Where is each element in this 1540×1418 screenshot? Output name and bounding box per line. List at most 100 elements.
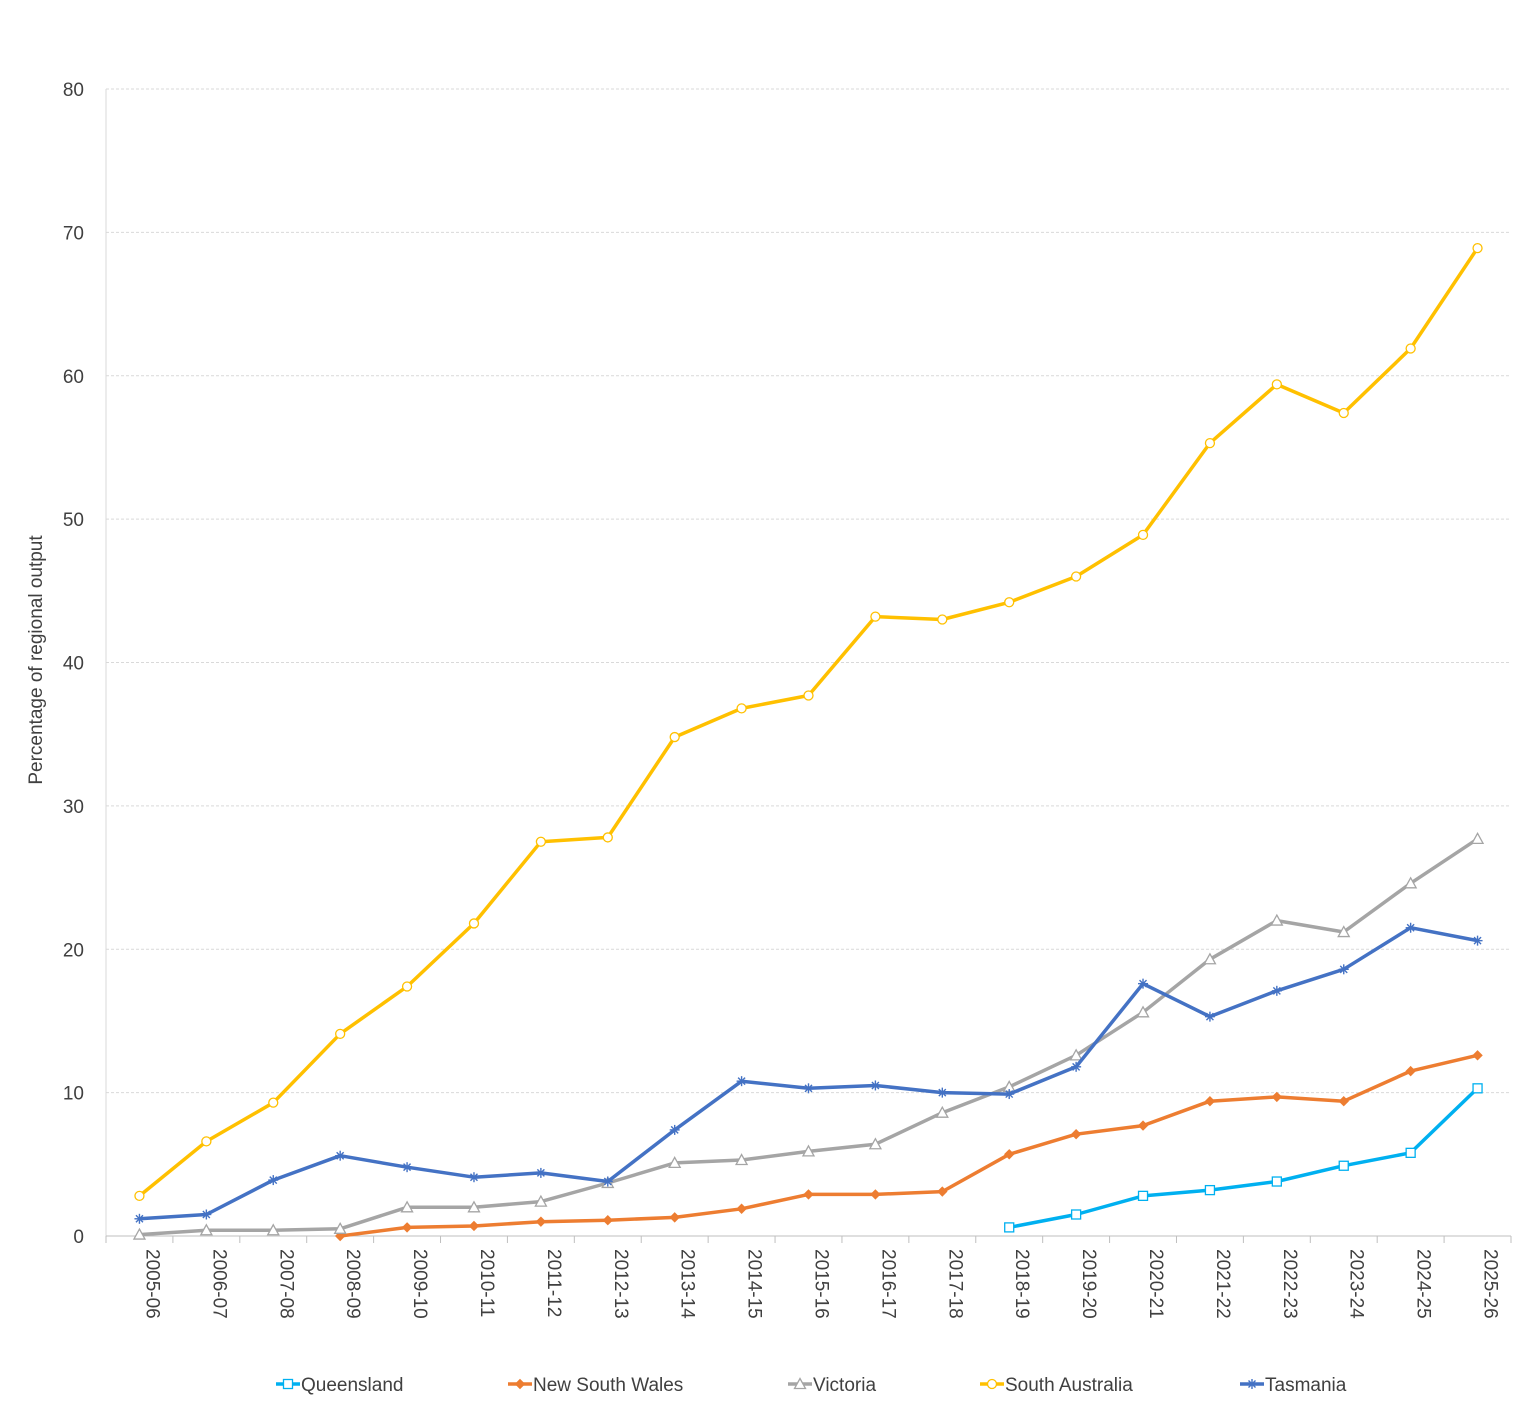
series-victoria (132, 832, 1485, 1240)
y-tick-label: 10 (63, 1084, 84, 1105)
data-point-marker (335, 1150, 346, 1161)
axes (105, 89, 1512, 1243)
series-line (137, 925, 1480, 1221)
data-point-marker (870, 1080, 881, 1091)
data-point-marker (1070, 1128, 1082, 1140)
data-point-marker (602, 832, 613, 843)
y-tick-label: 50 (63, 510, 84, 531)
data-point-marker (134, 1190, 145, 1202)
x-tick-label: 2010-11 (476, 1249, 497, 1317)
data-point-marker (1338, 1096, 1349, 1107)
data-point-marker (1071, 1061, 1082, 1072)
data-point-marker (1136, 1005, 1150, 1018)
data-point-marker (1470, 832, 1485, 845)
data-point-marker (602, 1215, 613, 1226)
data-point-marker (801, 1144, 816, 1157)
series-queensland (1004, 1083, 1483, 1233)
data-point-marker (534, 1194, 548, 1207)
legend-label: Tasmania (1265, 1375, 1347, 1396)
data-point-marker (1137, 1190, 1149, 1202)
series-line (1007, 1086, 1480, 1230)
data-point-marker (793, 1377, 807, 1390)
legend-item: South Australia (980, 1375, 1133, 1396)
data-point-marker (1070, 1209, 1082, 1220)
data-point-marker (1472, 242, 1483, 254)
data-point-marker (468, 918, 480, 929)
x-tick-labels: 2005-06 2006-07 2007-08 2008-09 2009-10 2010-… (141, 1249, 1500, 1319)
x-tick-label: 2007-08 (275, 1249, 296, 1319)
legend-item: New South Wales (508, 1375, 683, 1396)
data-point-marker (467, 1200, 481, 1213)
x-tick-label: 2025-26 (1480, 1249, 1501, 1319)
x-tick-label: 2021-22 (1212, 1249, 1233, 1319)
data-point-marker (1405, 1147, 1416, 1158)
data-point-marker (1070, 571, 1082, 582)
y-tick-label: 60 (63, 367, 84, 388)
legend: Queensland New South Wales Victoria South A… (276, 1375, 1347, 1396)
data-point-marker (1004, 597, 1015, 608)
data-point-marker (535, 1167, 546, 1178)
x-tick-label: 2015-16 (811, 1249, 832, 1319)
data-point-marker (736, 703, 747, 714)
data-point-marker (669, 1124, 680, 1135)
data-point-marker (1138, 978, 1149, 989)
series-tasmania (134, 922, 1483, 1224)
data-point-marker (1405, 1065, 1416, 1077)
y-tick-label: 30 (63, 797, 84, 818)
data-point-marker (282, 1378, 294, 1390)
data-point-marker (1472, 1050, 1483, 1061)
series-south-australia (134, 242, 1483, 1202)
data-point-marker (1271, 985, 1282, 996)
legend-label: Victoria (813, 1375, 876, 1396)
data-point-marker (1203, 952, 1217, 965)
data-point-marker (937, 614, 948, 625)
data-point-marker (736, 1203, 747, 1214)
x-tick-label: 2011-12 (543, 1249, 564, 1317)
x-tick-label: 2018-19 (1011, 1249, 1032, 1319)
data-point-marker (803, 1083, 814, 1094)
data-point-marker (1405, 343, 1416, 354)
data-point-marker (201, 1209, 212, 1220)
data-point-marker (1270, 913, 1284, 926)
data-point-marker (268, 1097, 279, 1108)
data-point-marker (1472, 1083, 1483, 1094)
data-point-marker (803, 690, 814, 701)
data-point-marker (986, 1378, 998, 1390)
x-tick-label: 2014-15 (744, 1249, 765, 1319)
data-point-marker (870, 1189, 881, 1200)
data-point-marker (803, 1189, 814, 1200)
data-point-marker (1137, 1120, 1149, 1131)
data-point-marker (1137, 529, 1149, 541)
data-point-marker (1405, 922, 1416, 933)
y-tick-label: 20 (63, 940, 84, 961)
legend-item: Victoria (788, 1375, 876, 1396)
y-tick-label: 80 (63, 80, 84, 101)
x-tick-label: 2019-20 (1078, 1249, 1099, 1319)
x-tick-label: 2006-07 (208, 1249, 229, 1319)
data-point-marker (1004, 1089, 1015, 1100)
data-point-marker (401, 981, 413, 992)
data-point-marker (1204, 1011, 1215, 1022)
x-tick-label: 2013-14 (677, 1249, 698, 1319)
data-point-marker (736, 1076, 747, 1087)
legend-item: Queensland (276, 1375, 403, 1396)
data-point-marker (134, 1213, 145, 1224)
data-point-marker (402, 1162, 413, 1173)
data-point-marker (1271, 379, 1282, 390)
data-point-marker (937, 1087, 948, 1098)
data-point-marker (1404, 876, 1418, 889)
x-tick-label: 2020-21 (1145, 1249, 1166, 1319)
data-point-marker (201, 1136, 212, 1147)
legend-label: South Australia (1005, 1375, 1133, 1396)
data-point-marker (602, 1176, 613, 1187)
y-tick-label: 40 (63, 654, 84, 675)
data-point-marker (132, 1227, 147, 1240)
series-line (338, 1053, 1480, 1238)
data-point-marker (1271, 1091, 1283, 1103)
data-point-marker (468, 1220, 480, 1232)
y-tick-label: 0 (73, 1227, 84, 1248)
x-tick-label: 2023-24 (1346, 1249, 1367, 1319)
series-line (137, 246, 1480, 1198)
